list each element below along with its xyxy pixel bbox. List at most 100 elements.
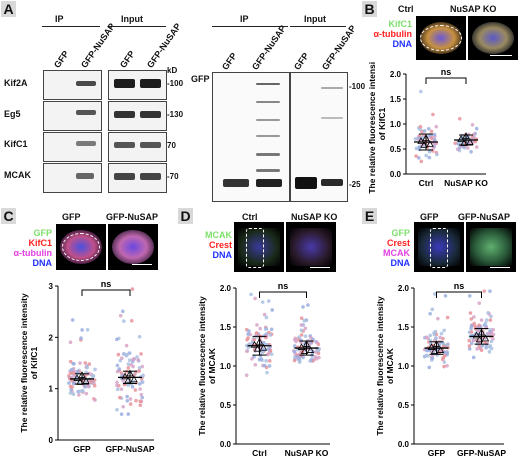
data-point <box>467 344 472 348</box>
data-point <box>132 373 136 378</box>
data-point <box>445 315 450 320</box>
data-point <box>414 146 419 151</box>
data-point <box>137 368 142 373</box>
data-point <box>441 336 445 341</box>
data-point <box>85 365 89 370</box>
condition-label: Ctrl <box>242 212 258 222</box>
data-point <box>119 412 124 416</box>
y-tick-label: 3 <box>49 282 54 291</box>
y-tick-label: 2.0 <box>220 284 232 293</box>
input-bracket-right <box>290 26 346 27</box>
data-point <box>136 358 140 362</box>
data-point <box>426 354 430 358</box>
gfp-blot-row-label: GFP <box>191 74 210 84</box>
data-point <box>246 336 250 340</box>
data-point <box>72 361 76 366</box>
data-point <box>128 397 133 401</box>
significance-label: ns <box>441 67 452 77</box>
x-tick-label: GFP <box>73 444 91 454</box>
data-point <box>443 294 448 298</box>
data-point <box>438 335 442 340</box>
condition-label: GFP <box>420 212 439 222</box>
data-point <box>428 338 433 343</box>
data-point <box>266 299 271 303</box>
data-point <box>429 129 434 134</box>
data-point <box>457 116 462 121</box>
data-point <box>417 147 422 152</box>
legend-entry: MCAK <box>383 248 410 258</box>
significance-label: ns <box>278 281 289 291</box>
data-point <box>263 327 268 331</box>
significance-label: ns <box>101 279 112 289</box>
data-point <box>471 355 476 360</box>
data-point <box>434 124 439 129</box>
panel-e-label: E <box>362 208 377 224</box>
data-point <box>258 326 262 331</box>
data-point <box>126 365 131 370</box>
input-header: Input <box>121 14 143 24</box>
data-point <box>466 146 470 150</box>
data-point <box>313 350 318 354</box>
data-point <box>130 287 135 291</box>
data-point <box>310 352 315 357</box>
data-point <box>115 369 120 374</box>
data-point <box>299 328 304 333</box>
data-point <box>426 126 431 131</box>
legend-entry: DNA <box>390 258 411 268</box>
legend-entry: GFP <box>391 228 410 238</box>
data-point <box>297 335 302 339</box>
data-point <box>116 352 121 357</box>
data-point <box>129 318 134 323</box>
data-point <box>69 367 74 372</box>
micrograph-ctrl <box>234 222 284 272</box>
data-point <box>472 321 477 326</box>
data-point <box>479 348 484 352</box>
data-point <box>293 355 297 359</box>
y-tick-label: 1.5 <box>220 323 232 332</box>
data-point <box>87 362 92 366</box>
blot-gfp-input <box>290 72 348 202</box>
micrograph-nusap-ko <box>286 222 336 272</box>
data-point <box>469 326 473 331</box>
data-point <box>445 351 450 356</box>
data-point <box>427 365 432 370</box>
data-point <box>79 336 83 340</box>
data-point <box>130 385 135 389</box>
data-point <box>128 402 133 406</box>
data-point <box>266 347 271 351</box>
data-point <box>418 127 423 132</box>
data-point <box>115 337 119 342</box>
micrograph-nusap-ko <box>468 16 518 60</box>
data-point <box>488 318 493 322</box>
data-point <box>299 333 304 337</box>
blot-ip-kif2a <box>43 70 102 100</box>
data-point <box>245 349 249 354</box>
data-point <box>491 332 496 337</box>
blot-input-kif2a <box>108 70 167 100</box>
data-point <box>118 395 122 400</box>
data-point <box>68 340 73 345</box>
data-point <box>115 383 119 388</box>
data-point <box>122 319 126 323</box>
data-point <box>131 357 135 362</box>
data-point <box>315 340 319 345</box>
micrograph-ctrl <box>416 16 466 60</box>
data-point <box>121 404 126 409</box>
lane-label: GFP-NuSAP <box>250 23 289 72</box>
legend-entry: DNA <box>32 258 53 268</box>
y-axis-label: The relative fluorescence intensityof MC… <box>197 296 217 436</box>
data-point <box>482 289 487 293</box>
data-point <box>70 379 75 383</box>
data-point <box>295 355 300 359</box>
blot-row-label: Kif2A <box>4 78 28 88</box>
data-point <box>417 156 421 160</box>
data-point <box>489 314 493 319</box>
legend-entry: KifC1 <box>388 19 412 29</box>
legend-entry: KifC1 <box>28 238 52 248</box>
lane-label: GFP-NuSAP <box>79 21 118 70</box>
data-point <box>294 339 298 344</box>
blot-ip-kifc1 <box>43 132 102 162</box>
replicate-mean-marker <box>130 375 138 383</box>
data-point <box>77 393 81 397</box>
